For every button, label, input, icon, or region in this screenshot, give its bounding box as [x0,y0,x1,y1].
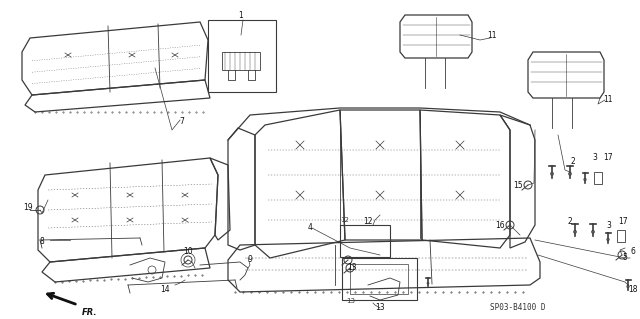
Text: 10: 10 [183,248,193,256]
Text: 1: 1 [239,11,243,20]
Text: 12: 12 [364,218,372,226]
Text: 13: 13 [375,303,385,313]
Text: 2: 2 [568,218,572,226]
Text: 5: 5 [623,254,627,263]
Text: 7: 7 [180,117,184,127]
FancyArrowPatch shape [47,293,76,304]
Text: 15: 15 [513,181,523,189]
Text: 14: 14 [160,286,170,294]
Text: 9: 9 [248,256,252,264]
Bar [340,225,390,257]
Text: 8: 8 [40,238,44,247]
Bar [208,20,276,92]
Text: 19: 19 [23,204,33,212]
Text: 4: 4 [308,224,312,233]
Bar [617,230,625,242]
Text: 3: 3 [607,220,611,229]
Text: 3: 3 [593,153,597,162]
Bar [594,172,602,184]
Text: 2: 2 [571,158,575,167]
Text: FR.: FR. [82,308,97,317]
Bar [222,52,260,70]
Text: 12: 12 [340,217,349,223]
Text: 17: 17 [603,153,613,162]
Text: 13: 13 [346,298,355,304]
Text: 16: 16 [495,220,505,229]
Text: 18: 18 [628,286,637,294]
Text: 6: 6 [630,248,636,256]
Bar [342,258,417,300]
Text: 11: 11 [604,95,612,105]
Bar [350,264,408,294]
Text: 13: 13 [347,263,357,272]
Text: SP03-B4100 D: SP03-B4100 D [490,303,545,313]
Text: 17: 17 [618,218,628,226]
Text: 11: 11 [487,32,497,41]
